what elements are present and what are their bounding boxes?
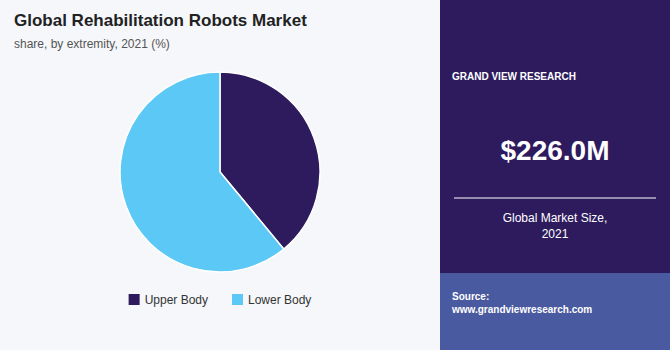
- subtitle: share, by extremity, 2021 (%): [14, 37, 170, 51]
- annotation-line: GRAND VIEW RESEARCH: [452, 71, 576, 82]
- divider: [454, 197, 656, 198]
- pie: [120, 72, 320, 272]
- title: Global Rehabilitation Robots Market: [14, 11, 307, 30]
- annotation-line: Source:: [452, 291, 489, 302]
- legend-item: Lower Body: [232, 293, 311, 307]
- annotation-line: $226.0M: [501, 135, 610, 166]
- annotation: Source: www.grandviewresearch.com: [451, 291, 592, 315]
- annotation: GRAND VIEW RESEARCH: [452, 71, 576, 82]
- legend-label: Upper Body: [145, 293, 208, 307]
- legend: Upper Body Lower Body: [129, 293, 312, 307]
- annotation-line: www.grandviewresearch.com: [451, 304, 592, 315]
- legend-item: Upper Body: [129, 293, 208, 307]
- left-background: [0, 0, 440, 350]
- pie-slice: [120, 72, 284, 272]
- legend-label: Lower Body: [248, 293, 311, 307]
- info-panel: GRAND VIEW RESEARCH $226.0M Global Market …: [440, 0, 670, 350]
- annotation: Global Market Size, 2021: [503, 211, 608, 241]
- info-footer: [440, 273, 670, 350]
- chart: Global Rehabilitation Robots Market share…: [0, 0, 670, 350]
- legend-swatch: [129, 294, 140, 305]
- legend-swatch: [232, 294, 243, 305]
- annotation-line: 2021: [542, 227, 569, 241]
- annotation: $226.0M: [501, 135, 610, 166]
- info-background: [440, 0, 670, 350]
- annotation-line: Global Market Size,: [503, 211, 608, 225]
